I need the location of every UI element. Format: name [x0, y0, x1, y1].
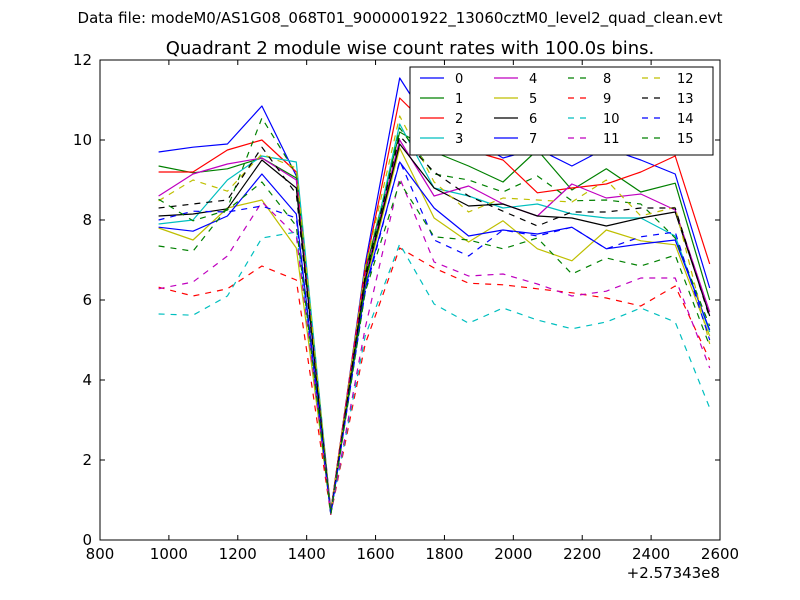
y-tick-label: 10 — [73, 131, 92, 149]
series-line-13 — [158, 135, 711, 515]
y-tick-label: 2 — [82, 451, 92, 469]
y-tick-label: 0 — [82, 531, 92, 549]
axis-ticks: 800 1000 1200 1400 1600 1800 2000 2200 2400 2600 0… — [73, 51, 739, 563]
series-line-5 — [158, 147, 711, 514]
legend-label-0: 0 — [455, 72, 463, 87]
series-layer — [158, 77, 711, 516]
legend-label-3: 3 — [455, 132, 463, 147]
series-line-15 — [158, 181, 711, 516]
legend-label-4: 4 — [529, 72, 537, 87]
figure-suptitle: Data file: modeM0/AS1G08_068T01_90000019… — [78, 9, 723, 28]
series-line-9 — [158, 247, 711, 516]
x-tick-label: 800 — [86, 545, 115, 563]
series-line-14 — [158, 160, 711, 516]
y-tick-label: 12 — [73, 51, 92, 69]
legend-frame — [409, 66, 714, 156]
legend-label-5: 5 — [529, 92, 537, 107]
plot-frame — [99, 59, 721, 541]
y-tick-label: 4 — [82, 371, 92, 389]
chart-title: Quadrant 2 module wise count rates with … — [166, 38, 655, 59]
legend-label-6: 6 — [529, 112, 537, 127]
legend-label-15: 15 — [677, 132, 694, 147]
x-tick-label: 2200 — [563, 545, 601, 563]
legend-label-9: 9 — [603, 92, 611, 107]
x-tick-label: 1200 — [219, 545, 257, 563]
x-tick-label: 1400 — [288, 545, 326, 563]
series-line-4 — [158, 139, 711, 513]
legend-label-1: 1 — [455, 92, 463, 107]
series-line-12 — [158, 115, 711, 514]
x-tick-label: 1000 — [150, 545, 188, 563]
x-tick-label: 1600 — [356, 545, 394, 563]
legend-label-12: 12 — [677, 72, 694, 87]
legend-label-11: 11 — [603, 132, 620, 147]
x-axis-offset-label: +2.57343e8 — [627, 564, 720, 582]
legend-label-2: 2 — [455, 112, 463, 127]
y-tick-label: 6 — [82, 291, 92, 309]
legend-label-8: 8 — [603, 72, 611, 87]
x-tick-label: 2400 — [632, 545, 670, 563]
x-tick-label: 1800 — [425, 545, 463, 563]
series-line-8 — [158, 117, 711, 515]
series-line-11 — [158, 177, 711, 515]
series-line-7 — [158, 161, 711, 516]
x-tick-label: 2000 — [494, 545, 532, 563]
legend-label-7: 7 — [529, 132, 537, 147]
x-tick-label: 2600 — [701, 545, 739, 563]
legend-label-10: 10 — [603, 112, 620, 127]
y-tick-label: 8 — [82, 211, 92, 229]
legend-label-14: 14 — [677, 112, 694, 127]
series-line-10 — [158, 231, 711, 515]
series-line-6 — [158, 143, 711, 515]
legend-label-13: 13 — [677, 92, 694, 107]
